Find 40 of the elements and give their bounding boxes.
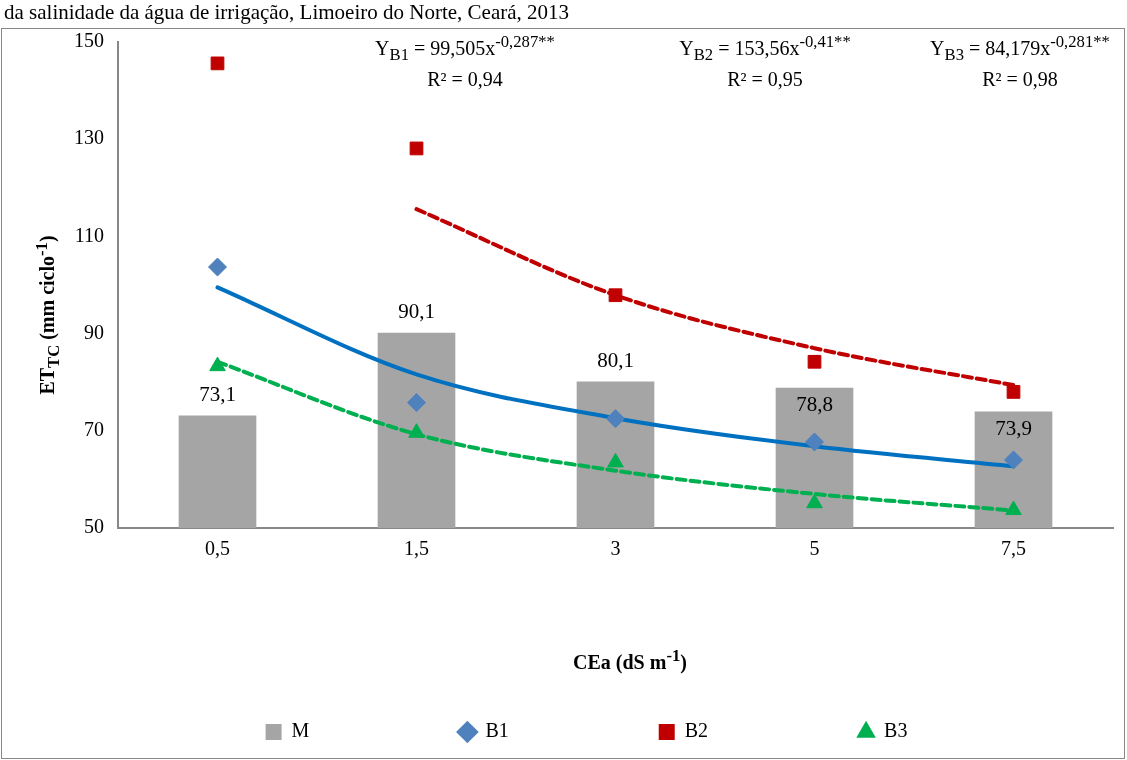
y-tick-label: 130 (74, 126, 104, 149)
data-label: 78,8 (796, 392, 833, 417)
x-tick-label: 1,5 (404, 537, 429, 560)
legend-label: B2 (684, 719, 709, 742)
point (409, 141, 424, 156)
point (1005, 500, 1022, 516)
y-tick-label: 50 (84, 515, 104, 538)
data-label: 80,1 (597, 347, 634, 372)
point (608, 288, 623, 303)
y-tick-label: 110 (74, 223, 104, 246)
y-tick-label: 90 (84, 320, 104, 343)
y-tick-label: 150 (74, 29, 104, 52)
legend-label: B3 (884, 719, 908, 742)
point (606, 409, 625, 429)
x-tick-label: 3 (610, 537, 621, 560)
point (208, 257, 227, 277)
legend-label: B1 (485, 719, 509, 742)
point (407, 393, 426, 413)
legend-label: M (291, 719, 310, 742)
annotation: Y$_{B3}$ = 84,179x$^{-0,281**}$ R² = 0,98 (930, 31, 1110, 91)
x-tick-label: 7,5 (1001, 537, 1026, 560)
point (607, 452, 624, 468)
point (1006, 385, 1021, 399)
point (210, 56, 225, 71)
annotation: Y$_{B2}$ = 153,56x$^{-0,41**}$ R² = 0,95 (679, 31, 851, 91)
data-label: 73,1 (199, 381, 236, 406)
point (807, 354, 822, 369)
data-label: 73,9 (995, 415, 1032, 440)
y-tick-label: 70 (84, 418, 104, 441)
x-tick-label: 5 (809, 537, 820, 560)
point (1004, 450, 1023, 470)
annotation: Y$_{B1}$ = 99,505x$^{-0,287**}$ R² = 0,94 (375, 31, 555, 91)
x-tick-label: 0,5 (205, 537, 230, 560)
point (408, 423, 425, 438)
data-label: 90,1 (398, 299, 435, 324)
point (805, 432, 824, 452)
x-axis-title: CEa (dS m$^{-1}$) (573, 646, 687, 674)
point (209, 356, 226, 372)
point (806, 493, 823, 509)
chart-title: da salinidade da água de irrigação, Limoeiro do Norte, Ceará, 2013 (4, 0, 570, 25)
